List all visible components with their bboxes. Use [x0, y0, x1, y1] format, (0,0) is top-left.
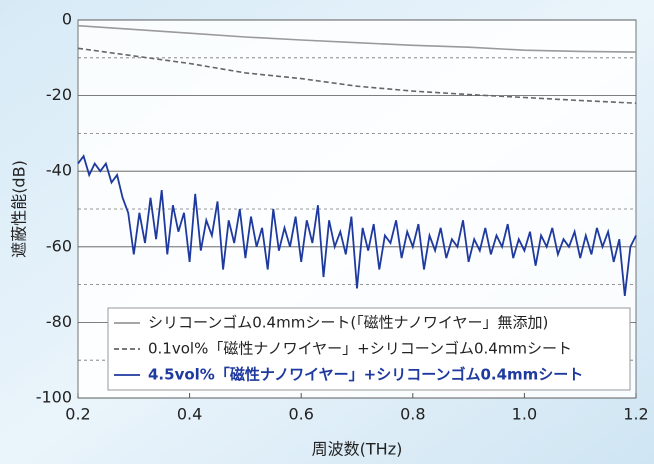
y-tick-label: -60	[46, 236, 72, 255]
y-tick-label: -20	[46, 85, 72, 104]
chart: 周波数(THz) 遮蔽性能(dB) 0-20-40-60-80-1000.20.…	[0, 0, 654, 464]
x-tick-label: 0.8	[400, 405, 425, 424]
y-tick-label: 0	[62, 10, 72, 29]
legend-label: 0.1vol%「磁性ナノワイヤー」+シリコーンゴム0.4mmシート	[148, 340, 572, 358]
y-axis-title: 遮蔽性能(dB)	[10, 160, 29, 258]
legend-label: 4.5vol%「磁性ナノワイヤー」+シリコーンゴム0.4mmシート	[148, 366, 583, 384]
legend-label: シリコーンゴム0.4mmシート(「磁性ナノワイヤー」無添加)	[148, 314, 548, 332]
x-tick-label: 0.4	[177, 405, 202, 424]
y-tick-label: -80	[46, 312, 72, 331]
x-tick-label: 1.0	[512, 405, 537, 424]
y-tick-label: -40	[46, 161, 72, 180]
x-axis-title: 周波数(THz)	[312, 440, 403, 459]
x-tick-label: 0.6	[288, 405, 313, 424]
x-tick-label: 1.2	[623, 405, 648, 424]
x-tick-label: 0.2	[65, 405, 90, 424]
